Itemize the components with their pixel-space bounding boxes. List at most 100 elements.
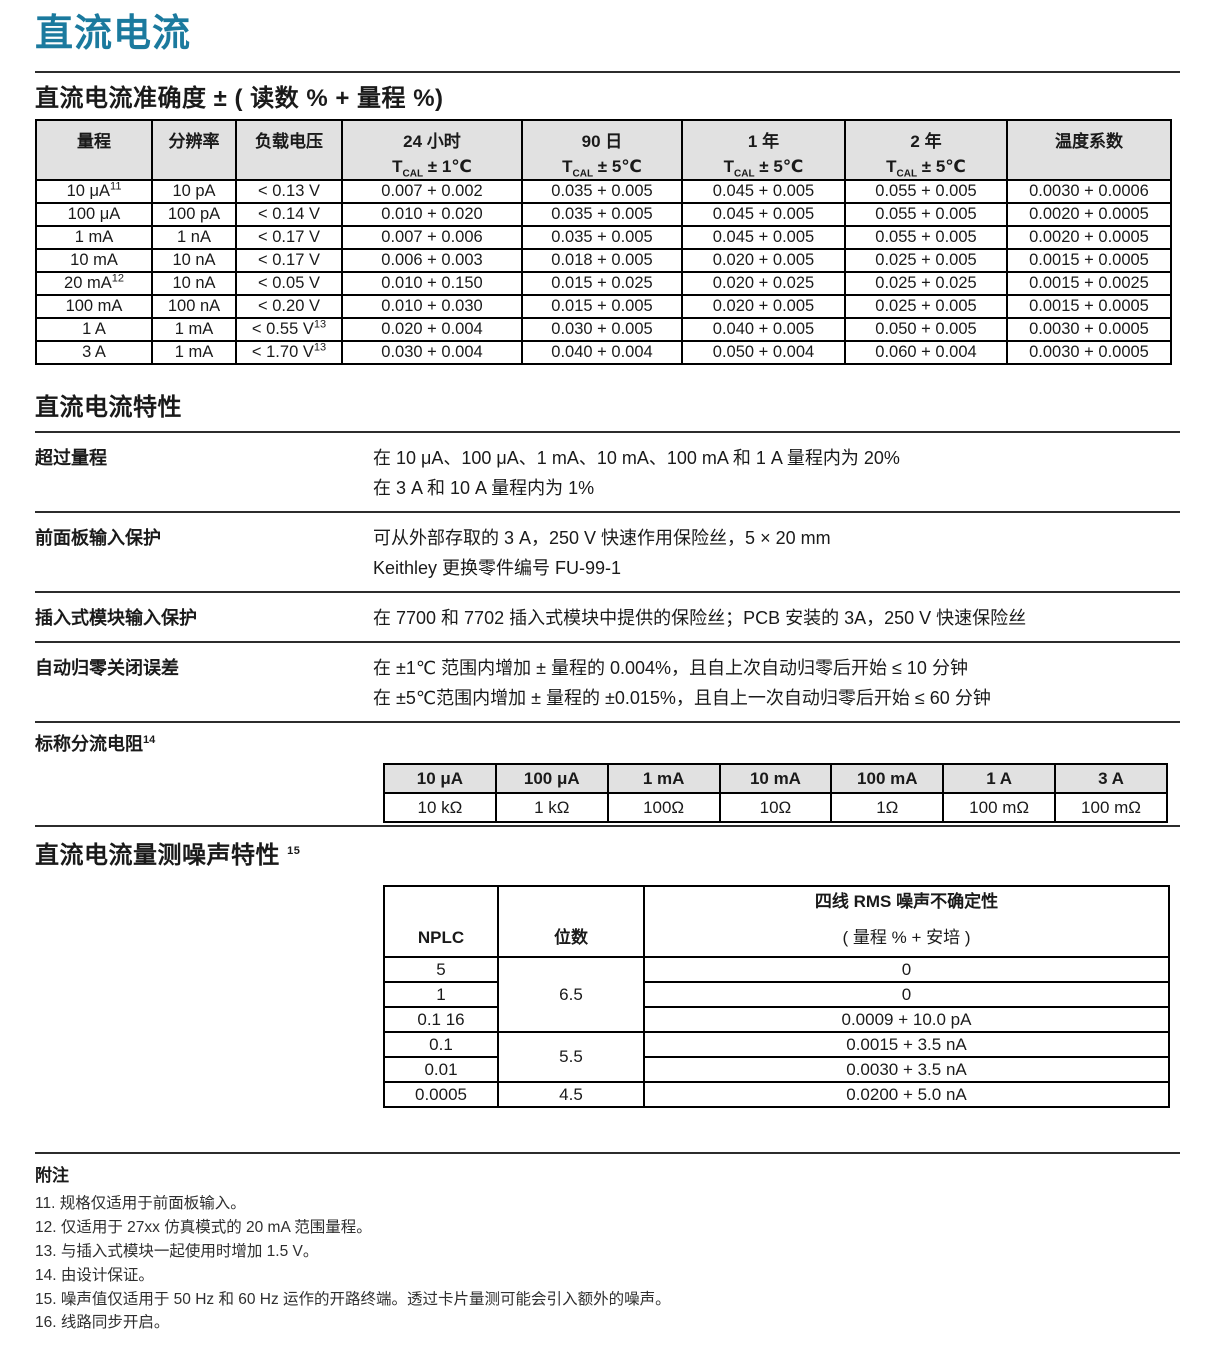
- noise-cell: 0: [643, 981, 1170, 1009]
- column-header-90day: 90 日 TCAL ± 5℃: [521, 118, 683, 182]
- notes-heading: 附注: [35, 1166, 69, 1186]
- spec-label: 插入式模块输入保护: [35, 608, 197, 629]
- spec-label: 超过量程: [35, 448, 107, 469]
- table-row: 100 mA 100 nA < 0.20 V 0.010 + 0.030 0.0…: [35, 294, 1172, 320]
- accuracy-cell: 0.020 + 0.004: [341, 317, 523, 343]
- note-item: 14. 由设计保证。: [35, 1266, 154, 1284]
- accuracy-cell: 0.007 + 0.002: [341, 179, 523, 205]
- accuracy-cell: 0.010 + 0.020: [341, 202, 523, 228]
- table-row: 0.1 16 0.0009 + 10.0 pA: [383, 1006, 1170, 1034]
- column-header-noise: 四线 RMS 噪声不确定性 ( 量程 % + 安培 ): [643, 885, 1170, 959]
- burden-cell: < 0.20 V: [235, 294, 343, 320]
- accuracy-cell: 0.040 + 0.005: [681, 317, 846, 343]
- accuracy-cell: 0.050 + 0.004: [681, 340, 846, 366]
- accuracy-cell: 0.025 + 0.025: [844, 271, 1008, 297]
- table-row: 0.01 0.0030 + 3.5 nA: [383, 1056, 1170, 1084]
- accuracy-cell: 0.030 + 0.005: [521, 317, 683, 343]
- dc-current-accuracy-table: 量程 分辨率 负载电压 24 小时 TCAL ± 1℃ 90 日 TCAL ± …: [35, 118, 1172, 366]
- spec-row-front-panel-protection: 前面板输入保护 可从外部存取的 3 A，250 V 快速作用保险丝，5 × 20…: [35, 513, 1180, 594]
- table-row: 20 mA12 10 nA < 0.05 V 0.010 + 0.150 0.0…: [35, 271, 1172, 297]
- range-cell: 20 mA12: [35, 271, 153, 297]
- tempco-cell: 0.0030 + 0.0005: [1006, 340, 1172, 366]
- spec-value-line: 在 7700 和 7702 插入式模块中提供的保险丝；PCB 安装的 3A，25…: [373, 608, 1027, 629]
- spec-row-plugin-module-protection: 插入式模块输入保护 在 7700 和 7702 插入式模块中提供的保险丝；PCB…: [35, 593, 1180, 644]
- noise-characteristics-table: NPLC 位数 四线 RMS 噪声不确定性 ( 量程 % + 安培 ) 5 6.…: [383, 885, 1170, 1109]
- resolution-cell: 10 nA: [151, 248, 237, 274]
- tempco-cell: 0.0030 + 0.0006: [1006, 179, 1172, 205]
- accuracy-cell: 0.025 + 0.005: [844, 294, 1008, 320]
- accuracy-cell: 0.045 + 0.005: [681, 202, 846, 228]
- burden-cell: < 1.70 V13: [235, 340, 343, 366]
- table-row: 10 mA 10 nA < 0.17 V 0.006 + 0.003 0.018…: [35, 248, 1172, 274]
- spec-label-shunt-resistance: 标称分流电阻14: [35, 734, 156, 755]
- noise-cell: 0.0200 + 5.0 nA: [643, 1081, 1170, 1109]
- shunt-range-header: 10 μA: [383, 763, 497, 795]
- shunt-value-cell: 100 mΩ: [1054, 792, 1168, 824]
- shunt-range-header: 1 mA: [606, 763, 721, 795]
- shunt-range-header: 3 A: [1054, 763, 1168, 795]
- burden-cell: < 0.13 V: [235, 179, 343, 205]
- resolution-cell: 1 mA: [151, 317, 237, 343]
- shunt-range-header: 100 mA: [830, 763, 945, 795]
- spec-value-line: Keithley 更换零件编号 FU-99-1: [373, 558, 622, 579]
- shunt-value-cell: 1Ω: [830, 792, 945, 824]
- shunt-range-header: 100 μA: [494, 763, 609, 795]
- notes-list: 11. 规格仅适用于前面板输入。 12. 仅适用于 27xx 仿真模式的 20 …: [35, 1192, 1180, 1335]
- accuracy-cell: 0.040 + 0.004: [521, 340, 683, 366]
- noise-section-heading: 直流电流量测噪声特性 15: [35, 842, 301, 870]
- accuracy-cell: 0.050 + 0.005: [844, 317, 1008, 343]
- table-row: 10 kΩ 1 kΩ 100Ω 10Ω 1Ω 100 mΩ 100 mΩ: [383, 792, 1168, 824]
- note-item: 13. 与插入式模块一起使用时增加 1.5 V。: [35, 1242, 319, 1260]
- spec-value-line: 在 10 μA、100 μA、1 mA、10 mA、100 mA 和 1 A 量…: [373, 448, 900, 469]
- column-header-24hr: 24 小时 TCAL ± 1℃: [341, 118, 523, 182]
- table-row: 0.1 5.5 0.0015 + 3.5 nA: [383, 1031, 1170, 1084]
- accuracy-cell: 0.045 + 0.005: [681, 225, 846, 251]
- accuracy-cell: 0.010 + 0.030: [341, 294, 523, 320]
- nplc-cell: 0.01: [383, 1056, 499, 1084]
- shunt-value-cell: 10Ω: [718, 792, 833, 824]
- note-item: 12. 仅适用于 27xx 仿真模式的 20 mA 范围量程。: [35, 1219, 372, 1237]
- table-row: 0.0005 4.5 0.0200 + 5.0 nA: [383, 1081, 1170, 1109]
- spec-label: 前面板输入保护: [35, 528, 161, 549]
- range-cell: 100 μA: [35, 202, 153, 228]
- table-row: 1 0: [383, 981, 1170, 1009]
- accuracy-cell: 0.020 + 0.005: [681, 248, 846, 274]
- column-header-nplc: NPLC: [383, 885, 499, 959]
- digits-cell: 5.5: [497, 1031, 645, 1084]
- accuracy-cell: 0.018 + 0.005: [521, 248, 683, 274]
- accuracy-cell: 0.055 + 0.005: [844, 179, 1008, 205]
- table-row: 1 mA 1 nA < 0.17 V 0.007 + 0.006 0.035 +…: [35, 225, 1172, 251]
- note-item: 15. 噪声值仅适用于 50 Hz 和 60 Hz 运作的开路终端。透过卡片量测…: [35, 1290, 671, 1308]
- tempco-cell: 0.0015 + 0.0005: [1006, 248, 1172, 274]
- spec-value: 可从外部存取的 3 A，250 V 快速作用保险丝，5 × 20 mm Keit…: [373, 523, 831, 583]
- spec-row-overrange: 超过量程 在 10 μA、100 μA、1 mA、10 mA、100 mA 和 …: [35, 433, 1180, 514]
- shunt-range-header: 1 A: [942, 763, 1057, 795]
- range-cell: 1 A: [35, 317, 153, 343]
- nplc-cell: 0.1 16: [383, 1006, 499, 1034]
- shunt-value-cell: 1 kΩ: [494, 792, 609, 824]
- resolution-cell: 10 nA: [151, 271, 237, 297]
- column-header-1yr: 1 年 TCAL ± 5℃: [681, 118, 846, 182]
- accuracy-cell: 0.030 + 0.004: [341, 340, 523, 366]
- shunt-value-cell: 100Ω: [606, 792, 721, 824]
- note-item: 11. 规格仅适用于前面板输入。: [35, 1195, 246, 1213]
- spec-label: 自动归零关闭误差: [35, 658, 179, 679]
- accuracy-cell: 0.006 + 0.003: [341, 248, 523, 274]
- accuracy-cell: 0.055 + 0.005: [844, 225, 1008, 251]
- accuracy-cell: 0.020 + 0.005: [681, 294, 846, 320]
- spec-value: 在 7700 和 7702 插入式模块中提供的保险丝；PCB 安装的 3A，25…: [373, 603, 1026, 633]
- noise-cell: 0: [643, 956, 1170, 984]
- spec-value-line: 在 3 A 和 10 A 量程内为 1%: [373, 478, 595, 499]
- shunt-value-cell: 100 mΩ: [942, 792, 1057, 824]
- page-title: 直流电流: [35, 13, 192, 55]
- tempco-cell: 0.0015 + 0.0025: [1006, 271, 1172, 297]
- noise-cell: 0.0015 + 3.5 nA: [643, 1031, 1170, 1059]
- column-header-2yr: 2 年 TCAL ± 5℃: [844, 118, 1008, 182]
- characteristics-section-heading: 直流电流特性: [35, 394, 182, 422]
- range-cell: 10 μA11: [35, 179, 153, 205]
- column-header-range: 量程: [35, 118, 153, 182]
- burden-cell: < 0.14 V: [235, 202, 343, 228]
- nplc-cell: 1: [383, 981, 499, 1009]
- spec-value-line: 可从外部存取的 3 A，250 V 快速作用保险丝，5 × 20 mm: [373, 528, 831, 549]
- shunt-range-header: 10 mA: [718, 763, 833, 795]
